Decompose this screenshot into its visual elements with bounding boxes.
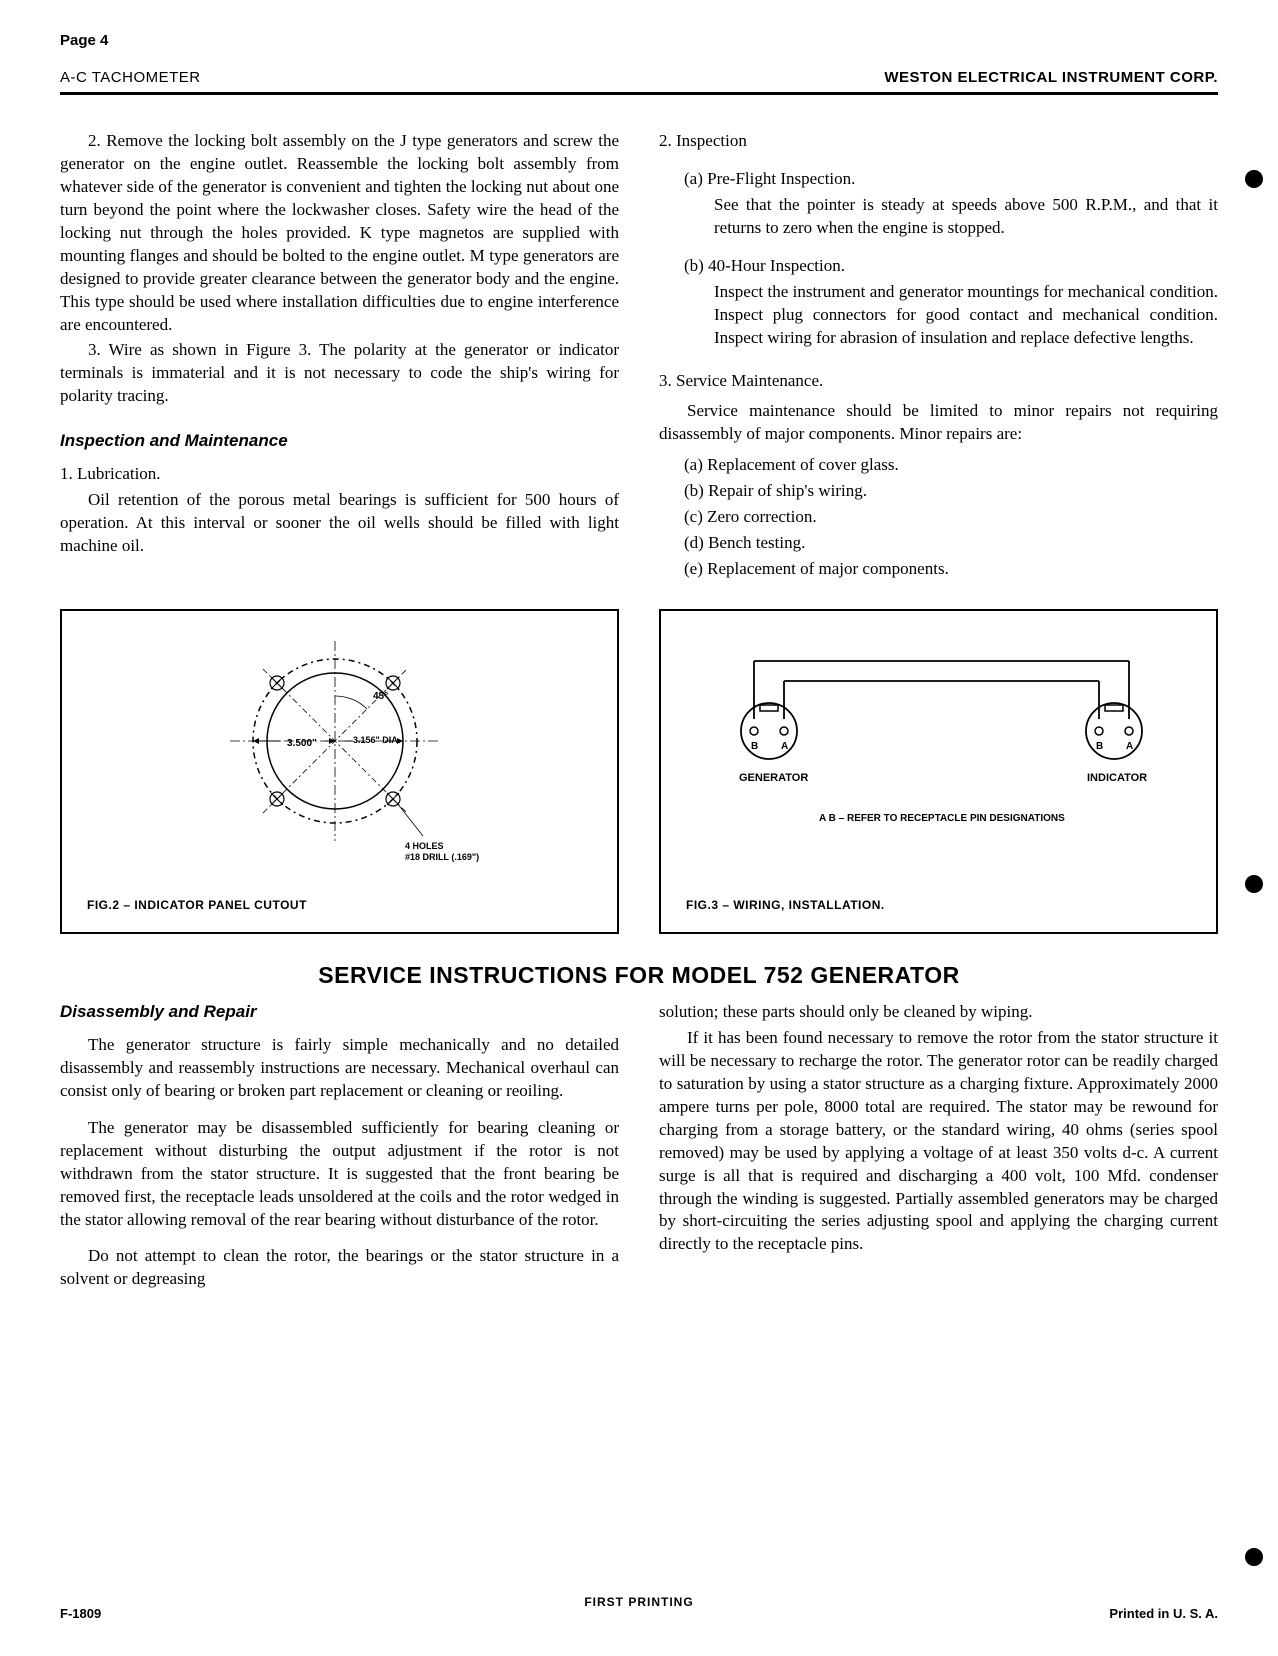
paragraph: Service maintenance should be limited to…: [659, 400, 1218, 446]
list-item: (c) Zero correction.: [684, 506, 1218, 529]
page: Page 4 A-C TACHOMETER WESTON ELECTRICAL …: [0, 0, 1278, 1656]
sub-body: Inspect the instrument and generator mou…: [684, 281, 1218, 350]
list-item: (a) Replacement of cover glass.: [684, 454, 1218, 477]
page-number: Page 4: [60, 32, 108, 49]
punch-hole-icon: [1245, 170, 1263, 188]
service-columns: Disassembly and Repair The generator str…: [60, 1001, 1218, 1294]
list-item: 3. Service Maintenance.: [659, 370, 1218, 393]
right-column: 2. Inspection (a) Pre-Flight Inspection.…: [659, 130, 1218, 584]
paragraph: Oil retention of the porous metal bearin…: [60, 489, 619, 558]
section-title: Disassembly and Repair: [60, 1001, 619, 1024]
service-heading: SERVICE INSTRUCTIONS FOR MODEL 752 GENER…: [60, 962, 1218, 989]
printing-note: FIRST PRINTING: [60, 1595, 1218, 1609]
figure-caption: FIG.2 – INDICATOR PANEL CUTOUT: [87, 898, 307, 912]
svg-text:4 HOLES: 4 HOLES: [405, 841, 444, 851]
svg-text:GENERATOR: GENERATOR: [739, 772, 808, 784]
paragraph: 2. Remove the locking bolt assembly on t…: [60, 130, 619, 336]
wiring-diagram: B A B A GENERATOR INDICATOR A B – REFER …: [699, 621, 1179, 851]
figure-2: 45° 3.500" 3.156" DIA. 4 HOLES: [60, 609, 619, 934]
svg-text:A: A: [781, 741, 788, 752]
header-left: A-C TACHOMETER: [60, 69, 201, 86]
list-item: (e) Replacement of major components.: [684, 558, 1218, 581]
list-item: (d) Bench testing.: [684, 532, 1218, 555]
paragraph: The generator structure is fairly simple…: [60, 1034, 619, 1103]
top-columns: 2. Remove the locking bolt assembly on t…: [60, 130, 1218, 584]
service-right-column: solution; these parts should only be cle…: [659, 1001, 1218, 1294]
svg-text:45°: 45°: [373, 691, 388, 702]
sub-item: (b) 40-Hour Inspection.: [684, 255, 1218, 278]
list-item: 2. Inspection: [659, 130, 1218, 153]
svg-text:B: B: [1096, 741, 1103, 752]
sub-body: See that the pointer is steady at speeds…: [684, 194, 1218, 240]
svg-text:INDICATOR: INDICATOR: [1087, 772, 1147, 784]
footer: F-1809 Printed in U. S. A. FIRST PRINTIN…: [60, 1606, 1218, 1621]
figures-row: 45° 3.500" 3.156" DIA. 4 HOLES: [60, 609, 1218, 934]
list-item: (b) Repair of ship's wiring.: [684, 480, 1218, 503]
paragraph: If it has been found necessary to remove…: [659, 1027, 1218, 1256]
header-right: WESTON ELECTRICAL INSTRUMENT CORP.: [884, 69, 1218, 86]
page-number-row: Page 4: [60, 32, 1218, 49]
paragraph: 3. Wire as shown in Figure 3. The polari…: [60, 339, 619, 408]
figure-caption: FIG.3 – WIRING, INSTALLATION.: [686, 898, 885, 912]
paragraph: solution; these parts should only be cle…: [659, 1001, 1218, 1024]
sub-item: (a) Pre-Flight Inspection.: [684, 168, 1218, 191]
punch-hole-icon: [1245, 1548, 1263, 1566]
svg-text:A B – REFER TO RECEPTACLE PIN: A B – REFER TO RECEPTACLE PIN DESIGNATIO…: [819, 813, 1065, 824]
list-item: 1. Lubrication.: [60, 463, 619, 486]
figure-3: B A B A GENERATOR INDICATOR A B – REFER …: [659, 609, 1218, 934]
punch-hole-icon: [1245, 875, 1263, 893]
svg-text:3.500": 3.500": [287, 738, 317, 749]
panel-cutout-diagram: 45° 3.500" 3.156" DIA. 4 HOLES: [180, 621, 500, 881]
svg-text:A: A: [1126, 741, 1133, 752]
paragraph: The generator may be disassembled suffic…: [60, 1117, 619, 1232]
left-column: 2. Remove the locking bolt assembly on t…: [60, 130, 619, 584]
svg-text:3.156" DIA.: 3.156" DIA.: [353, 735, 400, 745]
section-title: Inspection and Maintenance: [60, 430, 619, 453]
service-left-column: Disassembly and Repair The generator str…: [60, 1001, 619, 1294]
svg-text:#18 DRILL (.169"): #18 DRILL (.169"): [405, 852, 479, 862]
paragraph: Do not attempt to clean the rotor, the b…: [60, 1245, 619, 1291]
svg-text:B: B: [751, 741, 758, 752]
header-bar: A-C TACHOMETER WESTON ELECTRICAL INSTRUM…: [60, 69, 1218, 95]
